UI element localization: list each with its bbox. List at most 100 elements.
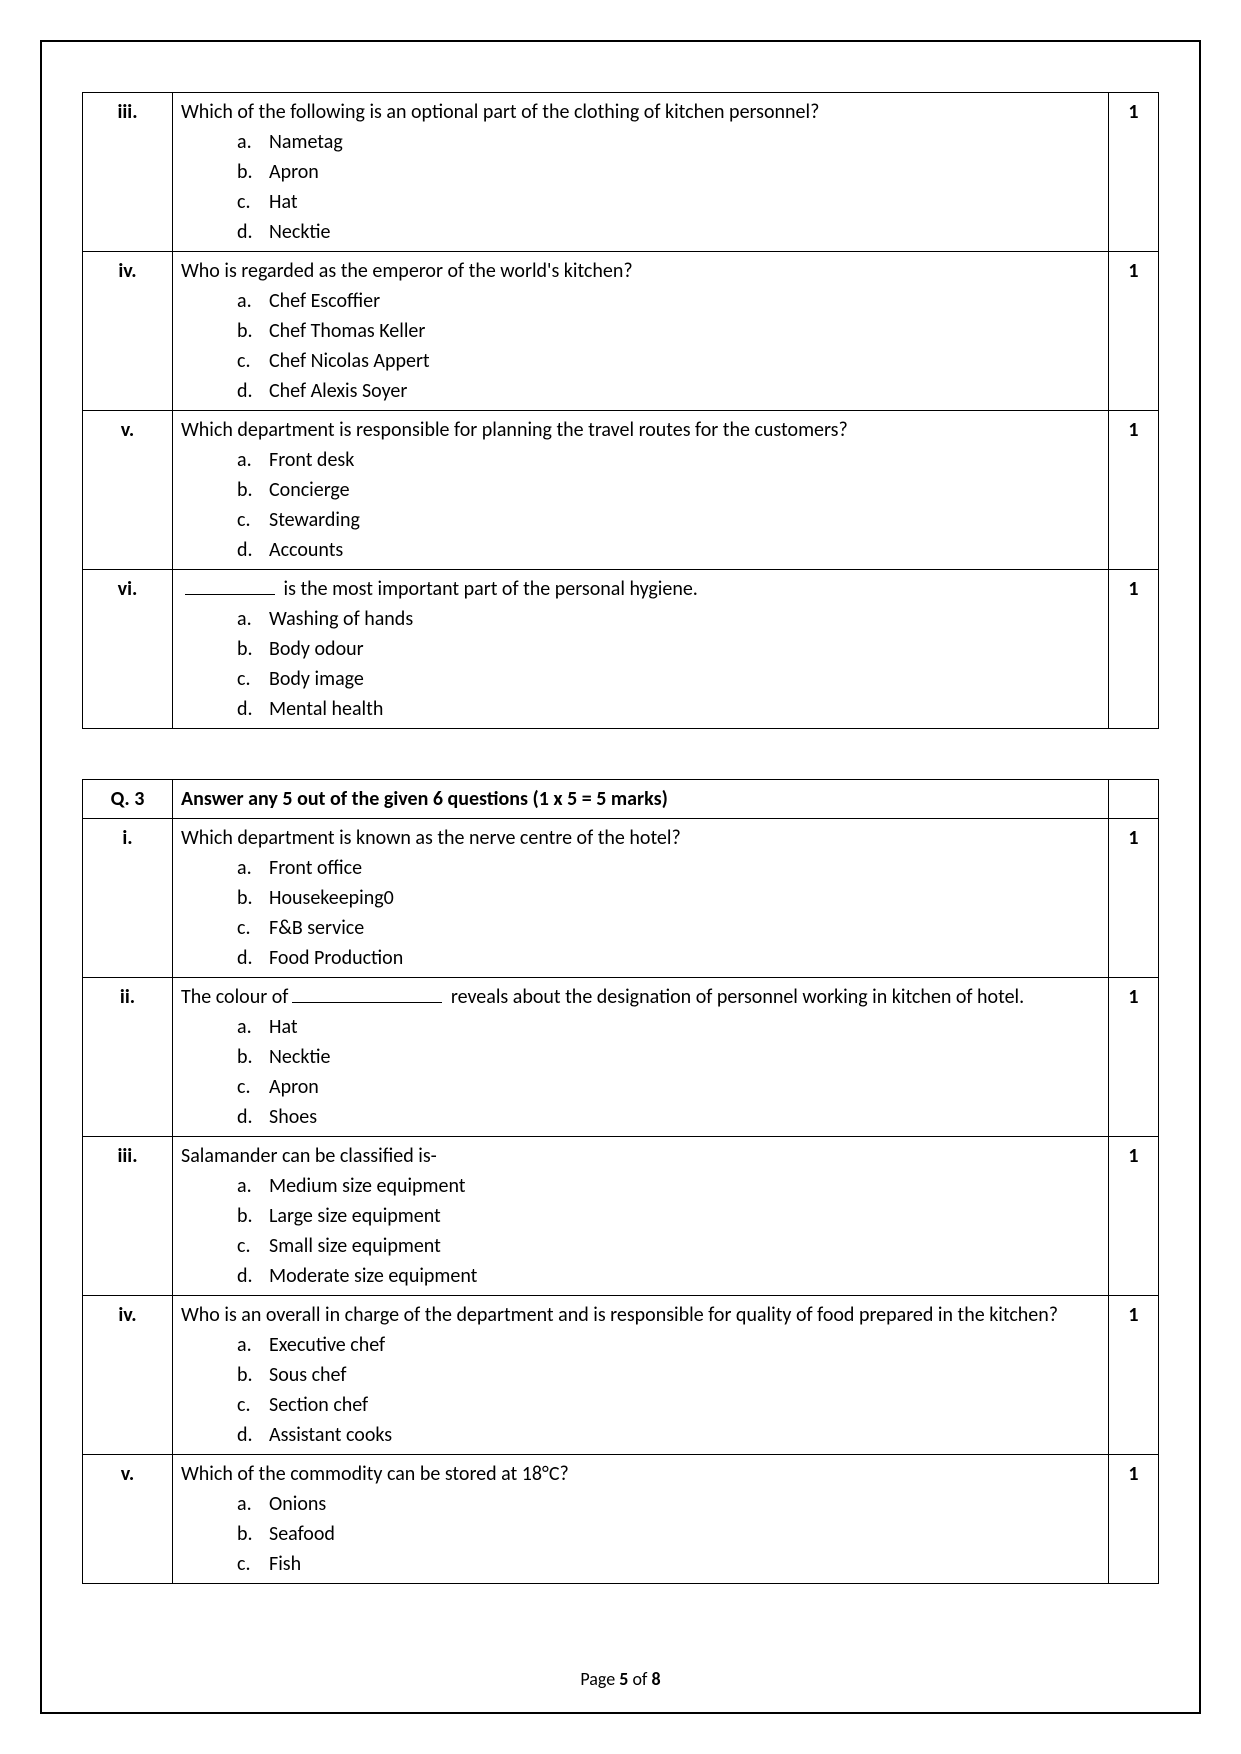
question-text: Salamander can be classified is- — [181, 1141, 1100, 1171]
question-text: Who is an overall in charge of the depar… — [181, 1300, 1100, 1330]
option-text: Onions — [269, 1489, 326, 1519]
question-row: vi. is the most important part of the pe… — [83, 570, 1159, 729]
question-mark: 1 — [1109, 819, 1159, 978]
option-text: Seafood — [269, 1519, 335, 1549]
option-item: c. Chef Nicolas Appert — [237, 346, 1100, 376]
option-text: Food Production — [269, 943, 403, 973]
option-text: Chef Alexis Soyer — [269, 376, 407, 406]
section-header-mark — [1109, 780, 1159, 819]
options-list: a.Front officeb.Housekeeping0c.F&B servi… — [181, 853, 1100, 973]
page-border: iii.Which of the following is an optiona… — [40, 40, 1201, 1714]
option-item: b. Sous chef — [237, 1360, 1100, 1390]
option-label: b. — [237, 475, 259, 505]
option-text: Washing of hands — [269, 604, 413, 634]
question-cell: Which of the following is an optional pa… — [173, 93, 1109, 252]
question-text-before: Which department is responsible for plan… — [181, 418, 848, 442]
option-text: Chef Nicolas Appert — [269, 346, 430, 376]
option-text: Accounts — [269, 535, 343, 565]
question-cell: Who is regarded as the emperor of the wo… — [173, 252, 1109, 411]
option-label: d. — [237, 694, 259, 724]
page-footer: Page 5 of 8 — [42, 1668, 1199, 1690]
option-label: c. — [237, 1072, 259, 1102]
option-label: b. — [237, 883, 259, 913]
option-text: Necktie — [269, 217, 330, 247]
options-list: a.Medium size equipmentb.Large size equi… — [181, 1171, 1100, 1291]
question-number: iii. — [83, 93, 173, 252]
question-cell: The colour of reveals about the designat… — [173, 978, 1109, 1137]
question-number: i. — [83, 819, 173, 978]
option-label: b. — [237, 157, 259, 187]
page: iii.Which of the following is an optiona… — [0, 0, 1241, 1754]
option-item: d.Necktie — [237, 217, 1100, 247]
option-item: d.Shoes — [237, 1102, 1100, 1132]
option-item: d.Mental health — [237, 694, 1100, 724]
options-list: a.Chef Escoffierb.Chef Thomas Kellerc.Ch… — [181, 286, 1100, 406]
section-header-text: Answer any 5 out of the given 6 question… — [173, 780, 1109, 819]
question-text-after: reveals about the designation of personn… — [446, 985, 1024, 1009]
option-label: c. — [237, 1390, 259, 1420]
question-text-before: Who is an overall in charge of the depar… — [181, 1303, 1058, 1327]
option-label: c. — [237, 346, 259, 376]
question-cell: Which of the commodity can be stored at … — [173, 1455, 1109, 1584]
option-text: Hat — [269, 1012, 298, 1042]
question-mark: 1 — [1109, 1455, 1159, 1584]
option-text: Apron — [269, 1072, 319, 1102]
section-header-row: Q. 3Answer any 5 out of the given 6 ques… — [83, 780, 1159, 819]
question-table-2: Q. 3Answer any 5 out of the given 6 ques… — [82, 779, 1159, 1584]
option-item: b.Apron — [237, 157, 1100, 187]
option-label: b. — [237, 1360, 259, 1390]
question-cell: Who is an overall in charge of the depar… — [173, 1296, 1109, 1455]
footer-of: of — [628, 1668, 651, 1690]
option-item: a.Front desk — [237, 445, 1100, 475]
option-label: a. — [237, 1171, 259, 1201]
fill-in-blank — [292, 983, 442, 1003]
option-item: b.Body odour — [237, 634, 1100, 664]
footer-prefix: Page — [580, 1668, 619, 1690]
option-item: d.Moderate size equipment — [237, 1261, 1100, 1291]
option-label: a. — [237, 604, 259, 634]
option-item: a.Medium size equipment — [237, 1171, 1100, 1201]
option-label: a. — [237, 1489, 259, 1519]
options-list: a.Hatb.Necktiec.Aprond.Shoes — [181, 1012, 1100, 1132]
option-label: c. — [237, 1231, 259, 1261]
option-text: Front desk — [269, 445, 354, 475]
question-number: v. — [83, 1455, 173, 1584]
option-label: a. — [237, 127, 259, 157]
question-number: iii. — [83, 1137, 173, 1296]
option-text: Chef Escoffier — [269, 286, 380, 316]
option-label: c. — [237, 664, 259, 694]
option-item: a. Washing of hands — [237, 604, 1100, 634]
question-text: Which department is known as the nerve c… — [181, 823, 1100, 853]
options-list: a.Nametagb.Apronc.Hatd.Necktie — [181, 127, 1100, 247]
footer-current-page: 5 — [619, 1668, 628, 1690]
question-text-before: The colour of — [181, 985, 288, 1009]
option-label: a. — [237, 1012, 259, 1042]
question-table-1: iii.Which of the following is an optiona… — [82, 92, 1159, 729]
option-label: d. — [237, 1420, 259, 1450]
option-item: a.Executive chef — [237, 1330, 1100, 1360]
question-cell: Which department is responsible for plan… — [173, 411, 1109, 570]
question-text-before: Which department is known as the nerve c… — [181, 826, 681, 850]
option-text: Large size equipment — [269, 1201, 441, 1231]
option-item: d.Accounts — [237, 535, 1100, 565]
option-item: a.Front office — [237, 853, 1100, 883]
option-label: a. — [237, 286, 259, 316]
option-text: Housekeeping0 — [269, 883, 394, 913]
question-number: iv. — [83, 252, 173, 411]
question-row: i. Which department is known as the nerve… — [83, 819, 1159, 978]
question-text-before: Who is regarded as the emperor of the wo… — [181, 259, 633, 283]
option-item: c.Hat — [237, 187, 1100, 217]
question-mark: 1 — [1109, 978, 1159, 1137]
option-item: b.Concierge — [237, 475, 1100, 505]
option-item: c.Small size equipment — [237, 1231, 1100, 1261]
options-list: a.Front deskb.Conciergec.Stewardingd.Acc… — [181, 445, 1100, 565]
option-label: d. — [237, 943, 259, 973]
question-mark: 1 — [1109, 570, 1159, 729]
question-text: The colour of reveals about the designat… — [181, 982, 1100, 1012]
option-text: Fish — [269, 1549, 301, 1579]
option-item: d. Food Production — [237, 943, 1100, 973]
question-text: Which of the commodity can be stored at … — [181, 1459, 1100, 1489]
question-text-before: Salamander can be classified is- — [181, 1144, 437, 1168]
option-text: Sous chef — [269, 1360, 346, 1390]
option-label: b. — [237, 634, 259, 664]
